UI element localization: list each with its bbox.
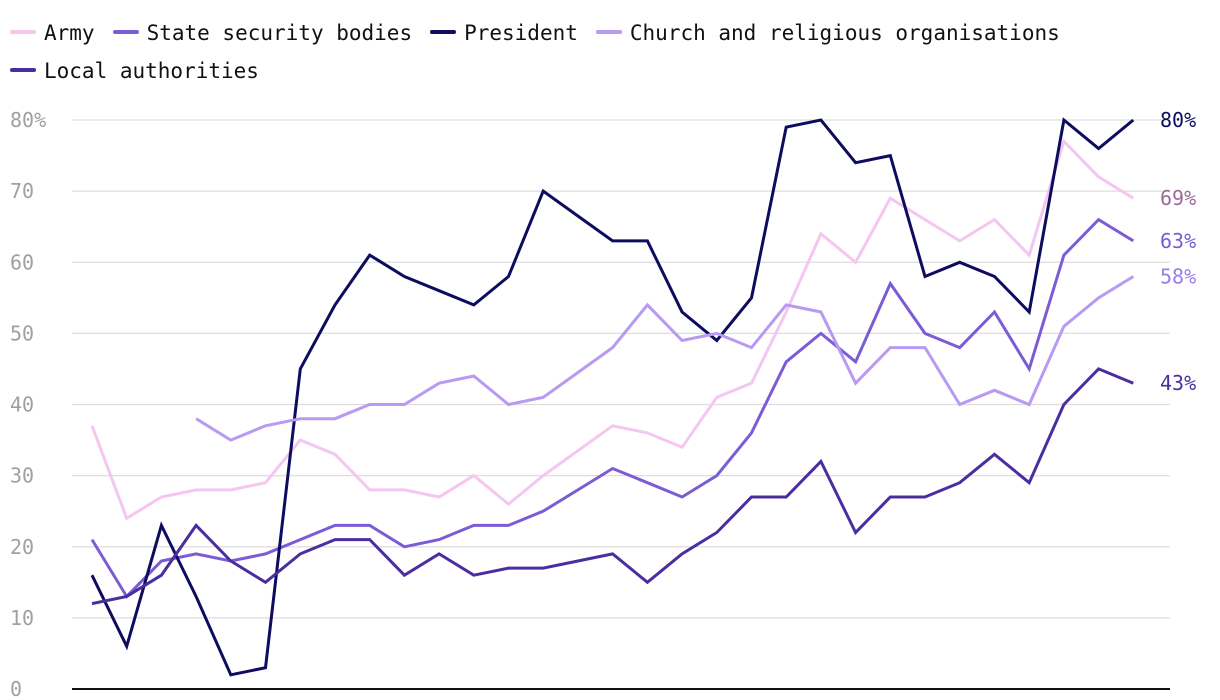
y-tick-label-10: 10 bbox=[10, 606, 34, 630]
end-label-church-and-religious-organisations: 58% bbox=[1160, 264, 1196, 288]
y-tick-label-70: 70 bbox=[10, 179, 34, 203]
legend-label: President bbox=[464, 21, 578, 45]
series-line-local-authorities bbox=[91, 367, 1134, 606]
legend-swatch bbox=[10, 30, 36, 34]
legend-label: Local authorities bbox=[44, 59, 259, 83]
end-label-president: 80% bbox=[1160, 108, 1196, 132]
legend-swatch bbox=[112, 30, 139, 34]
y-tick-label-80: 80% bbox=[10, 108, 46, 132]
series-line-church-and-religious-organisations bbox=[195, 275, 1135, 442]
end-label-state-security-bodies: 63% bbox=[1160, 229, 1196, 253]
legend-swatch bbox=[10, 68, 36, 72]
legend-item: Army bbox=[10, 14, 95, 52]
y-tick-label-50: 50 bbox=[10, 321, 34, 345]
legend-label: Army bbox=[44, 21, 95, 45]
legend-label: Church and religious organisations bbox=[629, 21, 1060, 45]
series-line-president bbox=[90, 117, 1135, 677]
legend-item: President bbox=[430, 14, 578, 52]
legend-item: State security bodies bbox=[112, 14, 413, 52]
y-tick-label-20: 20 bbox=[10, 535, 34, 559]
legend-swatch bbox=[430, 30, 457, 34]
end-label-local-authorities: 43% bbox=[1160, 371, 1196, 395]
end-label-army: 69% bbox=[1160, 186, 1196, 210]
legend-item: Church and religious organisations bbox=[595, 14, 1060, 52]
chart-legend: Army State security bodies President Church… bbox=[10, 14, 1210, 90]
y-tick-label-60: 60 bbox=[10, 250, 34, 274]
y-tick-label-0: 0 bbox=[10, 677, 22, 700]
y-tick-label-30: 30 bbox=[10, 464, 34, 488]
series-line-army bbox=[90, 138, 1135, 521]
y-tick-label-40: 40 bbox=[10, 393, 34, 417]
series-line-state-security-bodies bbox=[90, 217, 1135, 599]
legend-label: State security bodies bbox=[146, 21, 413, 45]
legend-item: Local authorities bbox=[10, 52, 259, 90]
legend-swatch bbox=[595, 30, 622, 34]
